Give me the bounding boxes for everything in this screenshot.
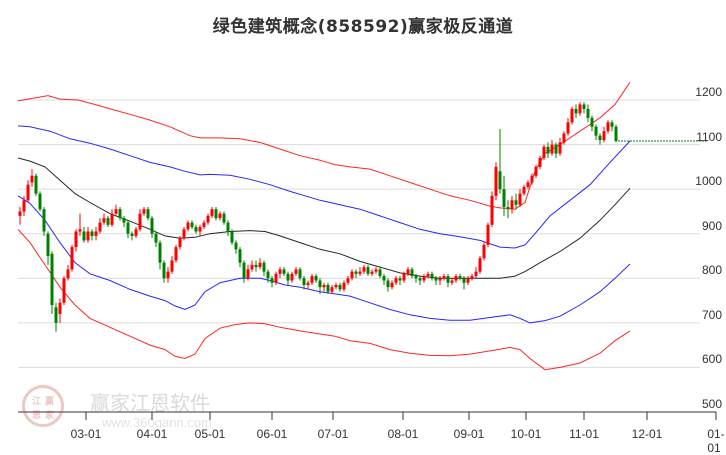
y-tick-label: 800 — [701, 263, 722, 278]
x-tick-label: 06-01 — [256, 427, 288, 441]
x-tick-label: 11-01 — [569, 427, 599, 441]
lower_inner-line — [17, 195, 631, 324]
y-tick-label: 1200 — [695, 85, 722, 99]
candlesticks — [18, 102, 618, 332]
upper_outer-line — [17, 81, 631, 210]
y-tick-label: 900 — [701, 218, 722, 233]
x-tick-label: 10-01 — [510, 427, 542, 441]
y-tick-label: 500 — [701, 397, 722, 411]
x-tick-label: 03-01 — [70, 427, 102, 441]
y-tick-label: 600 — [701, 352, 722, 367]
y-tick-label: 1100 — [696, 129, 722, 144]
gridlines — [18, 99, 700, 368]
x-tick-label: 12-01 — [631, 427, 663, 441]
chart-title: 绿色建筑概念(858592)赢家极反通道 — [212, 17, 514, 37]
channel-lines — [17, 81, 631, 371]
x-tick-label: 04-01 — [136, 427, 168, 441]
x-tick-label: 07-01 — [317, 427, 349, 441]
x-tick-label: 09-01 — [453, 427, 485, 441]
y-tick-label: 1000 — [695, 174, 722, 189]
x-tick-label: 05-01 — [194, 427, 226, 441]
upper_inner-line — [17, 125, 631, 249]
x-tick-label: 08-01 — [387, 427, 419, 441]
middle-line — [17, 157, 631, 279]
lower_outer-line — [17, 228, 631, 371]
y-tick-label: 700 — [701, 307, 722, 322]
x-axis — [18, 411, 717, 420]
x-tick-label: 01-01 — [707, 427, 725, 455]
